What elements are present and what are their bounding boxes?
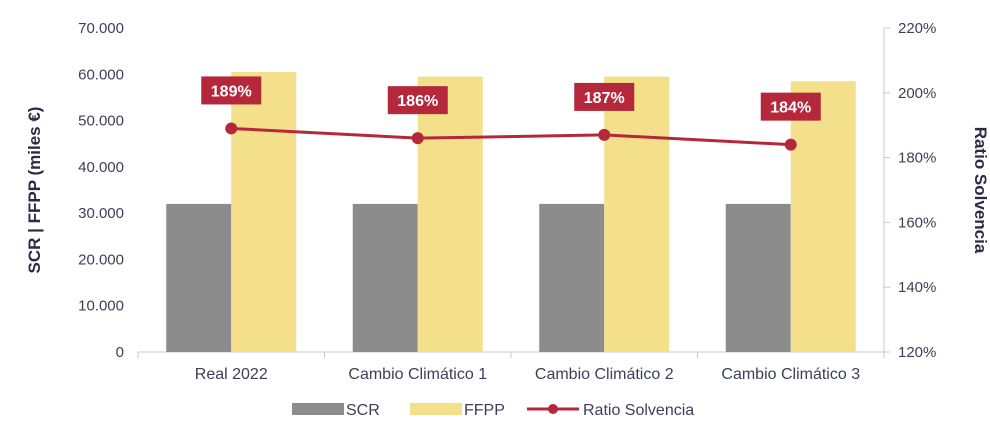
y2-tick-label: 160% xyxy=(898,214,936,231)
legend-swatch-scr xyxy=(292,403,344,415)
bar-scr xyxy=(539,203,605,352)
category-label: Cambio Climático 3 xyxy=(721,366,860,383)
bar-scr xyxy=(352,203,418,352)
left-axis-ticks: 0 10.000 20.000 30.000 40.000 50.000 60.000 70.… xyxy=(78,20,124,361)
legend-label: SCR xyxy=(346,402,380,419)
y-tick-label: 70.000 xyxy=(78,20,124,37)
legend-label: Ratio Solvencia xyxy=(583,402,694,419)
y-tick-label: 30.000 xyxy=(78,205,124,222)
ratio-point xyxy=(411,132,424,145)
category-label: Cambio Climático 1 xyxy=(348,366,487,383)
category-label: Cambio Climático 2 xyxy=(535,366,674,383)
y-tick-label: 60.000 xyxy=(78,66,124,83)
bar-scr xyxy=(725,203,791,352)
ratio-label-box xyxy=(760,92,821,121)
legend: SCR FFPP Ratio Solvencia xyxy=(292,402,694,419)
y-tick-label: 10.000 xyxy=(78,298,124,315)
y-tick-label: 50.000 xyxy=(78,113,124,130)
right-axis-title: Ratio Solvencia xyxy=(971,127,990,254)
ratio-data-label: 184% xyxy=(770,100,811,117)
bar-scr xyxy=(166,203,232,352)
y2-tick-label: 180% xyxy=(898,150,936,167)
ratio-label-box xyxy=(201,76,262,105)
legend-marker-ratio xyxy=(548,404,558,414)
bar-ffpp xyxy=(231,71,297,352)
ratio-solvencia-line xyxy=(231,126,791,147)
y-tick-label: 40.000 xyxy=(78,159,124,176)
bar-ffpp xyxy=(604,76,670,352)
bars-group xyxy=(166,71,856,352)
ratio-label-box xyxy=(574,82,635,111)
left-axis-title: SCR | FFPP (miles €) xyxy=(25,107,44,274)
legend-swatch-ffpp xyxy=(410,403,462,415)
ratio-data-label: 187% xyxy=(584,90,625,107)
y2-tick-label: 140% xyxy=(898,279,936,296)
category-labels: Real 2022 Cambio Climático 1 Cambio Climát… xyxy=(137,352,885,383)
right-axis-ticks: 120% 140% 160% 180% 200% 220% xyxy=(884,20,936,361)
ratio-data-label: 189% xyxy=(211,83,252,100)
legend-label: FFPP xyxy=(464,402,505,419)
ratio-point xyxy=(784,138,797,151)
ratio-point xyxy=(225,122,238,135)
bar-ffpp xyxy=(417,76,483,352)
ratio-line-group: 189% 186% 187% 184% xyxy=(201,76,821,151)
y2-tick-label: 200% xyxy=(898,85,936,102)
y2-tick-label: 120% xyxy=(898,344,936,361)
y2-tick-label: 220% xyxy=(898,20,936,37)
ratio-point xyxy=(598,128,611,141)
ratio-label-box xyxy=(387,86,448,115)
y-tick-label: 0 xyxy=(116,344,124,361)
bar-ffpp xyxy=(790,81,856,352)
y-tick-label: 20.000 xyxy=(78,251,124,268)
ratio-data-label: 186% xyxy=(397,93,438,110)
category-label: Real 2022 xyxy=(195,366,268,383)
